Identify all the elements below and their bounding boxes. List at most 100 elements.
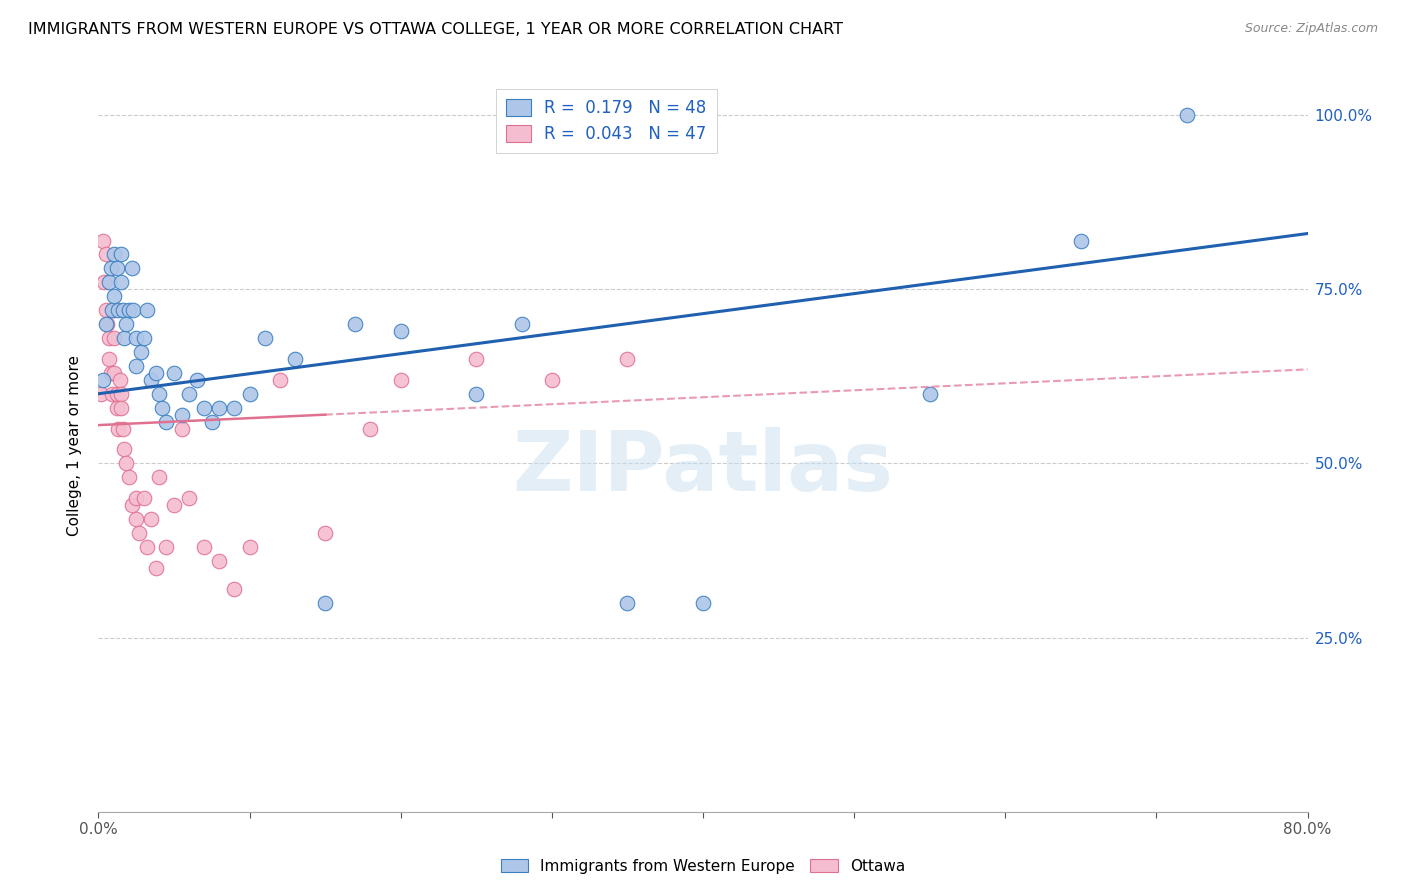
Point [110,386,132,401]
Point [224,401,246,415]
Point [121,261,143,276]
Point [103,303,125,318]
Point [107,303,129,318]
Point [105,386,128,401]
Point [101,386,124,401]
Point [118,303,141,318]
Point [118,470,141,484]
Point [186,373,208,387]
Point [155,415,177,429]
Point [105,261,128,276]
Point [148,386,170,401]
Point [121,498,143,512]
Point [94,317,117,331]
Point [465,386,488,401]
Point [510,317,533,331]
Point [145,561,167,575]
Point [103,289,125,303]
Point [107,421,129,435]
Point [112,331,135,345]
Point [96,317,118,331]
Point [135,540,157,554]
Point [145,366,167,380]
Point [125,331,148,345]
Point [1175,108,1198,122]
Point [103,366,125,380]
Point [100,366,122,380]
Point [163,366,186,380]
Point [141,373,163,387]
Point [91,234,114,248]
Point [148,470,170,484]
Point [110,247,132,261]
Point [239,540,262,554]
Point [918,386,941,401]
Point [132,491,155,506]
Point [98,275,121,289]
Point [253,331,276,345]
Point [105,401,128,415]
Point [141,512,163,526]
Point [129,345,152,359]
Point [114,457,136,471]
Point [91,373,114,387]
Text: ZIPatlas: ZIPatlas [513,427,893,508]
Text: IMMIGRANTS FROM WESTERN EUROPE VS OTTAWA COLLEGE, 1 YEAR OR MORE CORRELATION CHA: IMMIGRANTS FROM WESTERN EUROPE VS OTTAWA… [28,22,844,37]
Point [103,247,125,261]
Point [314,526,336,541]
Point [201,415,224,429]
Point [314,596,336,610]
Point [616,596,638,610]
Point [98,351,121,366]
Point [94,303,117,318]
Point [90,386,112,401]
Point [98,331,121,345]
Point [692,596,714,610]
Text: Source: ZipAtlas.com: Source: ZipAtlas.com [1244,22,1378,36]
Point [108,373,131,387]
Point [360,421,382,435]
Point [94,247,117,261]
Point [155,540,177,554]
Point [111,303,134,318]
Legend: R =  0.179   N = 48, R =  0.043   N = 47: R = 0.179 N = 48, R = 0.043 N = 47 [496,88,717,153]
Point [125,359,148,373]
Point [179,386,201,401]
Point [284,351,307,366]
Point [135,303,157,318]
Point [122,303,145,318]
Point [208,554,231,568]
Point [193,401,215,415]
Point [193,540,215,554]
Point [344,317,367,331]
Point [150,401,173,415]
Point [389,324,412,338]
Point [208,401,231,415]
Point [125,512,148,526]
Point [170,421,193,435]
Point [93,275,115,289]
Point [389,373,412,387]
Point [114,317,136,331]
Point [540,373,562,387]
Point [1070,234,1092,248]
Legend: Immigrants from Western Europe, Ottawa: Immigrants from Western Europe, Ottawa [495,853,911,880]
Point [170,408,193,422]
Point [110,275,132,289]
Point [111,421,134,435]
Point [100,261,122,276]
Point [224,582,246,596]
Point [239,386,262,401]
Point [163,498,186,512]
Point [112,442,135,457]
Point [179,491,201,506]
Point [132,331,155,345]
Point [616,351,638,366]
Point [110,401,132,415]
Point [103,331,125,345]
Point [101,303,124,318]
Point [128,526,150,541]
Point [269,373,291,387]
Point [465,351,488,366]
Y-axis label: College, 1 year or more: College, 1 year or more [67,356,83,536]
